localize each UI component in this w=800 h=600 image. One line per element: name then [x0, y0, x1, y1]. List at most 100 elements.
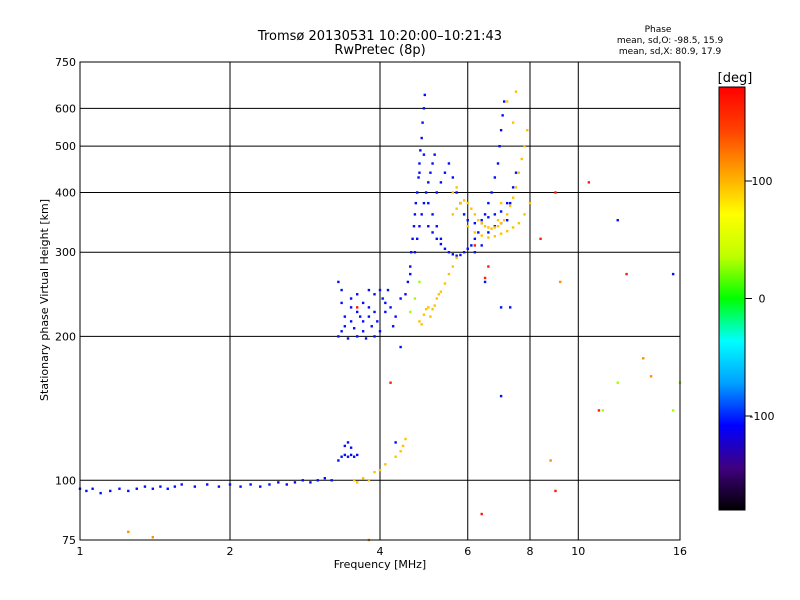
- data-point: [420, 323, 423, 326]
- data-point: [361, 330, 365, 333]
- data-point: [493, 226, 497, 229]
- x-tick-label: 6: [464, 545, 471, 558]
- data-point: [301, 479, 305, 482]
- stats-heading: Phase: [645, 25, 672, 35]
- data-point: [173, 485, 177, 488]
- data-point: [473, 222, 477, 225]
- data-point: [443, 247, 447, 250]
- data-point: [422, 153, 426, 156]
- data-point: [355, 481, 359, 484]
- data-point: [352, 455, 356, 458]
- chart-subtitle: RwPretec (8p): [334, 43, 425, 58]
- data-point: [401, 444, 405, 448]
- data-point: [466, 247, 469, 250]
- data-point: [477, 219, 480, 222]
- data-point: [466, 219, 469, 222]
- data-point: [413, 213, 417, 216]
- data-point: [443, 171, 447, 174]
- data-point: [587, 181, 591, 184]
- data-point: [455, 191, 458, 194]
- data-point: [501, 114, 504, 117]
- data-point: [285, 483, 288, 486]
- data-point: [384, 463, 387, 466]
- data-point: [420, 213, 423, 216]
- data-point: [473, 244, 477, 247]
- data-point: [447, 272, 451, 276]
- data-point: [490, 227, 493, 230]
- data-point: [487, 236, 490, 239]
- data-point: [399, 450, 402, 453]
- y-tick-label: 400: [55, 186, 76, 199]
- data-point: [99, 491, 102, 495]
- x-tick-label: 1: [77, 545, 84, 558]
- data-point: [451, 176, 455, 179]
- data-point: [373, 310, 376, 314]
- data-point: [417, 176, 420, 179]
- y-tick-label: 300: [55, 246, 76, 259]
- data-point: [404, 293, 407, 296]
- colorbar-tick-label: 0: [759, 293, 766, 306]
- data-point: [340, 288, 343, 292]
- y-tick-label: 600: [55, 102, 76, 115]
- data-point: [422, 201, 426, 205]
- data-point: [381, 297, 384, 300]
- data-point: [473, 231, 477, 234]
- data-point: [466, 225, 469, 228]
- data-point: [496, 219, 500, 222]
- data-point: [480, 512, 483, 516]
- data-point: [427, 225, 430, 228]
- data-point: [439, 290, 443, 293]
- data-point: [361, 301, 365, 305]
- data-point: [483, 213, 487, 216]
- data-point: [316, 479, 319, 482]
- data-point: [127, 530, 130, 534]
- data-point: [505, 213, 509, 216]
- data-point: [143, 485, 147, 488]
- data-point: [429, 171, 432, 174]
- data-point: [384, 301, 387, 305]
- data-point: [477, 231, 480, 234]
- data-point: [418, 280, 421, 284]
- data-point: [487, 226, 490, 229]
- data-point: [349, 453, 353, 457]
- data-point: [493, 213, 497, 216]
- plot-grid: [80, 62, 680, 540]
- data-point: [435, 237, 438, 241]
- data-point: [493, 225, 497, 228]
- data-point: [343, 444, 347, 448]
- y-axis-label: Stationary phase Virtual Height [km]: [38, 199, 51, 401]
- data-point: [217, 485, 221, 488]
- data-point: [370, 325, 373, 328]
- colorbar-tick-label: -100: [750, 410, 775, 423]
- data-point: [180, 483, 183, 486]
- data-point: [499, 128, 503, 132]
- data-point: [554, 191, 557, 194]
- data-point: [439, 181, 443, 184]
- data-point: [496, 225, 500, 228]
- data-point: [508, 204, 512, 208]
- data-point: [480, 219, 483, 222]
- data-point: [355, 335, 359, 338]
- data-point: [642, 357, 645, 360]
- data-point: [411, 237, 414, 241]
- data-point: [451, 253, 455, 256]
- plot-frame: [79, 61, 681, 541]
- data-point: [514, 171, 518, 174]
- data-point: [511, 186, 515, 189]
- data-point: [427, 306, 430, 309]
- data-point: [433, 153, 436, 156]
- data-point: [349, 297, 353, 300]
- stats-o-mode: mean, sd,O: -98.5, 15.9: [617, 36, 724, 46]
- data-point: [127, 489, 130, 493]
- data-point: [228, 483, 232, 486]
- data-point: [409, 265, 412, 268]
- data-point: [601, 409, 605, 412]
- data-point: [337, 459, 340, 462]
- data-point: [429, 315, 432, 318]
- data-point: [394, 441, 397, 444]
- data-point: [499, 232, 503, 235]
- chart-title: Tromsø 20130531 10:20:00–10:21:43: [257, 29, 502, 44]
- data-point: [493, 176, 497, 179]
- data-point: [427, 181, 430, 184]
- data-point: [349, 446, 353, 449]
